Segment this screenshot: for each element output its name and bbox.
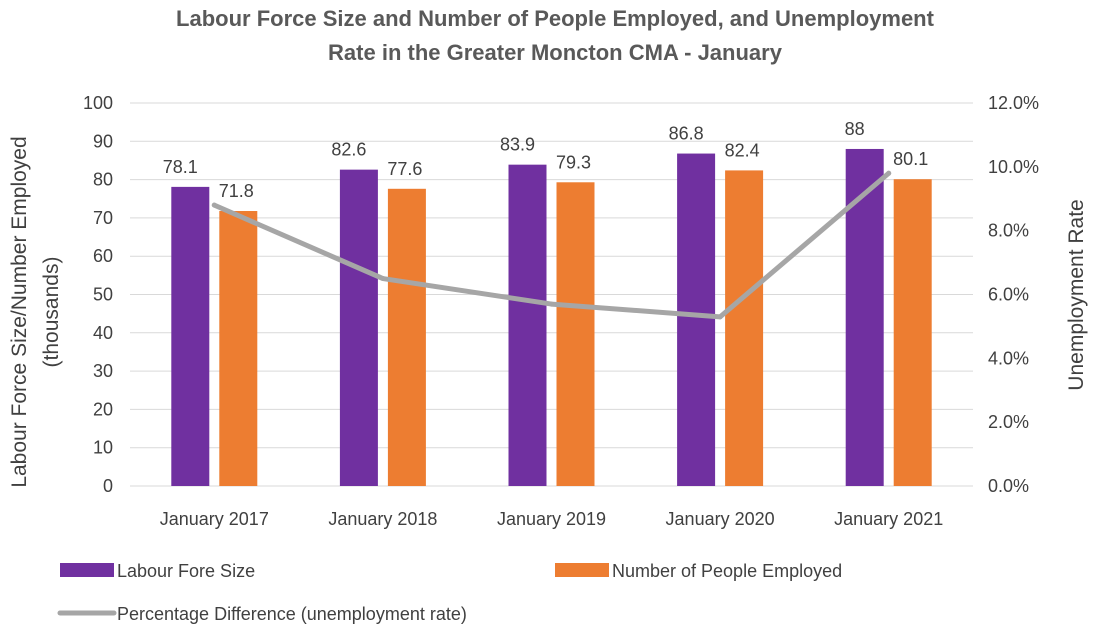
right-tick-label: 2.0% xyxy=(988,412,1029,432)
legend-label: Labour Fore Size xyxy=(117,561,255,581)
category-label: January 2019 xyxy=(497,509,606,529)
data-label-employed: 77.6 xyxy=(387,159,422,179)
legend-swatch-labour-force xyxy=(60,563,114,577)
chart-title: Labour Force Size and Number of People E… xyxy=(176,6,935,65)
bar-employed xyxy=(893,179,932,487)
left-tick-label: 60 xyxy=(93,246,113,266)
data-label-labour-force: 82.6 xyxy=(331,140,366,160)
left-axis-title-line-2: (thousands) xyxy=(40,257,63,368)
bars xyxy=(171,148,932,487)
bar-labour-force xyxy=(845,148,884,486)
left-axis-ticks: 0 10 20 30 40 50 60 70 80 90 100 xyxy=(83,93,113,496)
legend-label: Number of People Employed xyxy=(612,561,842,581)
left-tick-label: 70 xyxy=(93,208,113,228)
category-axis-ticks: January 2017 January 2018 January 2019 Janu… xyxy=(160,509,943,529)
left-tick-label: 40 xyxy=(93,323,113,343)
left-tick-label: 10 xyxy=(93,438,113,458)
data-label-labour-force: 88 xyxy=(845,119,865,139)
legend: Labour Fore Size Number of People Employe… xyxy=(57,561,842,624)
category-label: January 2018 xyxy=(328,509,437,529)
right-axis-ticks: 0.0% 2.0% 4.0% 6.0% 8.0% 10.0% 12.0% xyxy=(988,93,1039,496)
bar-employed xyxy=(219,211,258,487)
right-tick-label: 8.0% xyxy=(988,221,1029,241)
left-tick-label: 30 xyxy=(93,361,113,381)
gridlines xyxy=(130,102,973,487)
category-label: January 2021 xyxy=(834,509,943,529)
bar-labour-force xyxy=(171,186,210,486)
data-label-employed: 71.8 xyxy=(219,181,254,201)
category-label: January 2020 xyxy=(666,509,775,529)
legend-label: Percentage Difference (unemployment rate… xyxy=(117,604,467,624)
data-label-labour-force: 86.8 xyxy=(669,124,704,144)
left-tick-label: 50 xyxy=(93,285,113,305)
unemployment-rate-point xyxy=(211,202,217,208)
bar-labour-force xyxy=(508,164,547,486)
chart-title-line-1: Labour Force Size and Number of People E… xyxy=(176,6,935,31)
unemployment-line xyxy=(211,170,892,320)
unemployment-rate-point xyxy=(549,301,554,307)
left-tick-label: 80 xyxy=(93,170,113,190)
data-label-labour-force: 83.9 xyxy=(500,135,535,155)
data-labels: 78.1 71.8 82.6 77.6 83.9 79.3 86.8 82.4 88 80.1 xyxy=(163,119,928,201)
left-tick-label: 20 xyxy=(93,399,113,419)
left-tick-label: 100 xyxy=(83,93,113,113)
unemployment-rate-point xyxy=(886,170,892,176)
unemployment-rate-line xyxy=(211,170,892,320)
right-axis-title-text: Unemployment Rate xyxy=(1065,199,1088,390)
right-axis-title: Unemployment Rate xyxy=(1065,199,1088,390)
right-tick-label: 10.0% xyxy=(988,157,1039,177)
bar-employed xyxy=(725,170,764,486)
bar-employed xyxy=(556,182,595,486)
category-label: January 2017 xyxy=(160,509,269,529)
right-tick-label: 4.0% xyxy=(988,348,1029,368)
left-axis-title: Labour Force Size/Number Employed (thous… xyxy=(8,136,63,487)
legend-swatch-employed xyxy=(555,563,609,577)
left-tick-label: 0 xyxy=(103,476,113,496)
data-label-employed: 80.1 xyxy=(893,149,928,169)
unemployment-rate-point xyxy=(717,314,723,320)
data-label-labour-force: 78.1 xyxy=(163,157,198,177)
bar-labour-force xyxy=(677,153,716,486)
left-tick-label: 90 xyxy=(93,131,113,151)
bar-employed xyxy=(387,188,426,487)
left-axis-title-line-1: Labour Force Size/Number Employed xyxy=(8,136,31,487)
unemployment-rate-point xyxy=(380,276,386,282)
right-tick-label: 6.0% xyxy=(988,285,1029,305)
data-label-employed: 82.4 xyxy=(725,140,760,160)
right-tick-label: 0.0% xyxy=(988,476,1029,496)
data-label-employed: 79.3 xyxy=(556,152,591,172)
right-tick-label: 12.0% xyxy=(988,93,1039,113)
chart-title-line-2: Rate in the Greater Moncton CMA - Januar… xyxy=(328,40,783,65)
bar-labour-force xyxy=(339,169,378,486)
